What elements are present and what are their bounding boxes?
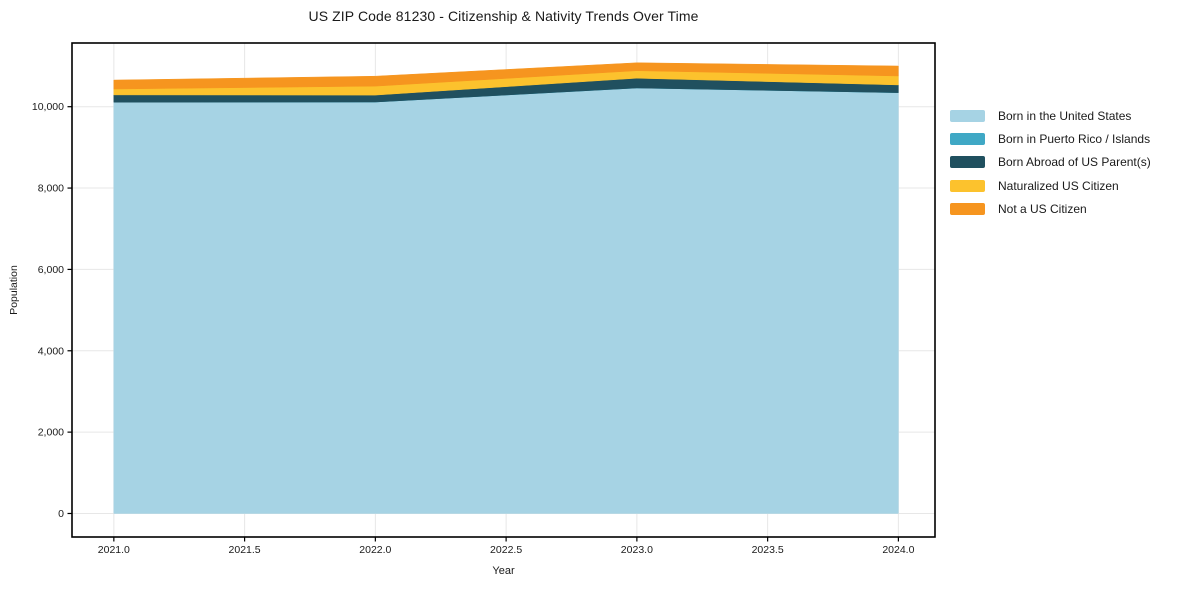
legend-item: Not a US Citizen <box>950 198 1151 221</box>
legend-swatch-icon <box>950 109 985 122</box>
legend-swatch-icon <box>950 203 985 216</box>
x-tick-label: 2021.5 <box>229 544 261 556</box>
y-axis-label: Population <box>8 265 20 315</box>
legend-label: Born Abroad of US Parent(s) <box>998 155 1151 170</box>
legend-label: Not a US Citizen <box>998 202 1087 217</box>
legend-item: Naturalized US Citizen <box>950 174 1151 197</box>
legend-swatch-icon <box>950 179 985 192</box>
x-tick-label: 2021.0 <box>98 544 130 556</box>
y-tick-label: 4,000 <box>38 345 64 357</box>
area-series-0 <box>113 87 899 514</box>
x-tick-label: 2023.5 <box>752 544 784 556</box>
y-tick-label: 8,000 <box>38 183 64 195</box>
legend-label: Born in Puerto Rico / Islands <box>998 132 1151 147</box>
legend-item: Born in Puerto Rico / Islands <box>950 127 1151 150</box>
x-tick-label: 2022.0 <box>359 544 391 556</box>
y-tick-label: 0 <box>58 508 64 520</box>
plot-border <box>71 42 936 538</box>
x-axis-label: Year <box>492 565 515 577</box>
legend-item: Born in the United States <box>950 104 1151 127</box>
legend: Born in the United States Born in Puerto … <box>950 104 1151 221</box>
legend-item: Born Abroad of US Parent(s) <box>950 151 1151 174</box>
legend-swatch-icon <box>950 133 985 146</box>
y-tick-label: 6,000 <box>38 264 64 276</box>
legend-label: Naturalized US Citizen <box>998 178 1119 193</box>
x-tick-label: 2022.5 <box>490 544 522 556</box>
y-tick-label: 10,000 <box>32 101 64 113</box>
legend-label: Born in the United States <box>998 108 1132 123</box>
legend-swatch-icon <box>950 156 985 169</box>
area-series-4 <box>113 62 899 90</box>
chart-title: US ZIP Code 81230 - Citizenship & Nativi… <box>308 8 699 24</box>
y-tick-label: 2,000 <box>38 427 64 439</box>
x-tick-label: 2024.0 <box>882 544 914 556</box>
x-tick-label: 2023.0 <box>621 544 653 556</box>
